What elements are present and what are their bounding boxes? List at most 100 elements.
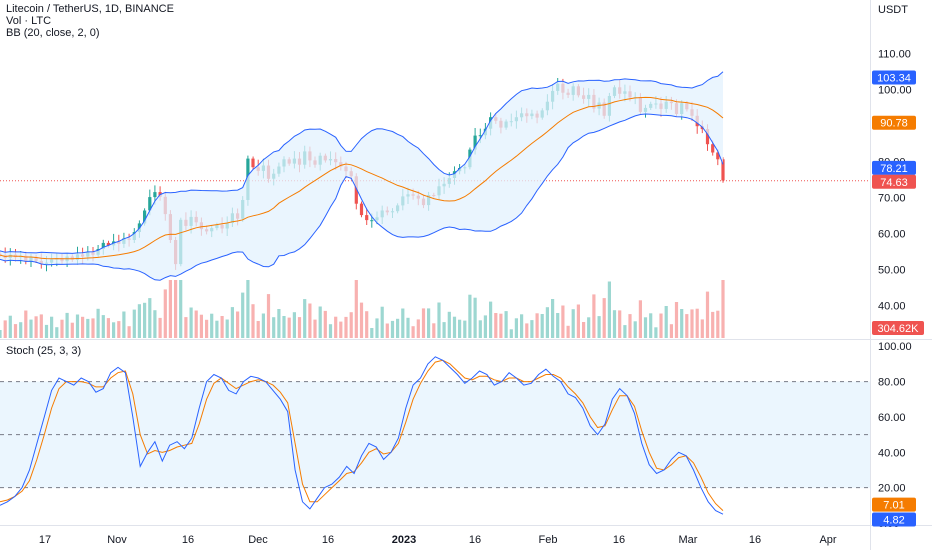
volume-bar xyxy=(323,310,327,338)
volume-bar xyxy=(530,320,534,338)
volume-bar xyxy=(19,322,23,338)
bb-lower-badge-bg xyxy=(872,160,916,175)
volume-bar xyxy=(582,322,586,338)
bb-basis-line xyxy=(0,96,724,260)
volume-bar xyxy=(50,316,54,338)
time-tick-label: Apr xyxy=(819,534,836,546)
symbol-title[interactable]: Litecoin / TetherUS, 1D, BINANCE xyxy=(6,3,174,15)
volume-bar xyxy=(354,280,358,338)
stoch-d-badge-bg xyxy=(872,497,916,512)
volume-bar xyxy=(101,315,105,338)
volume-bar xyxy=(406,317,410,338)
volume-bars xyxy=(0,280,725,338)
volume-bar xyxy=(127,326,131,338)
volume-bar xyxy=(535,313,539,338)
volume-bar xyxy=(349,312,353,338)
volume-bar xyxy=(514,318,518,338)
volume-bar xyxy=(463,320,467,338)
volume-bar xyxy=(261,313,265,338)
volume-bar xyxy=(70,322,74,338)
volume-bar xyxy=(576,304,580,338)
volume-bar xyxy=(8,315,12,338)
bb-basis-badge-bg xyxy=(872,115,916,130)
volume-bar xyxy=(411,326,415,338)
candle-body xyxy=(365,215,369,221)
volume-bar xyxy=(602,298,606,338)
volume-bar xyxy=(566,325,570,338)
candle-body xyxy=(721,159,725,181)
last-price-badge-bg xyxy=(872,174,916,189)
bb-upper-line xyxy=(0,71,724,254)
volume-bar xyxy=(277,309,281,338)
volume-bar xyxy=(163,289,167,338)
price-tick-label: 50.00 xyxy=(878,265,906,277)
bb-fill xyxy=(0,71,723,281)
volume-bar xyxy=(618,310,622,338)
volume-bar xyxy=(318,306,322,338)
volume-bar xyxy=(282,316,286,338)
volume-bar xyxy=(328,324,333,338)
volume-bar xyxy=(478,320,482,338)
time-tick-label: Mar xyxy=(679,534,698,546)
volume-bar xyxy=(365,311,369,338)
stoch-tick-label: 100.00 xyxy=(878,341,912,353)
volume-bar xyxy=(308,303,312,338)
volume-bar xyxy=(421,308,426,338)
volume-bar xyxy=(452,316,457,338)
volume-bar xyxy=(597,316,601,338)
volume-bar xyxy=(716,310,720,338)
volume-bar xyxy=(551,299,555,338)
volume-legend[interactable]: Vol · LTC xyxy=(6,15,52,27)
volume-bar xyxy=(396,318,400,338)
volume-bar xyxy=(44,324,49,338)
volume-bar xyxy=(292,312,296,338)
volume-bar xyxy=(432,323,436,338)
volume-bar xyxy=(385,323,389,338)
volume-bar xyxy=(401,308,405,338)
volume-bar xyxy=(210,313,214,338)
volume-bar xyxy=(174,280,178,338)
volume-bar xyxy=(685,314,689,338)
time-tick-label: 16 xyxy=(469,534,481,546)
candle-body xyxy=(101,242,105,249)
volume-bar xyxy=(545,307,549,338)
volume-bar xyxy=(659,313,663,338)
volume-bar xyxy=(390,320,395,338)
volume-bar xyxy=(137,304,141,338)
volume-bar xyxy=(447,311,451,338)
volume-bar xyxy=(34,316,38,338)
volume-bar xyxy=(297,317,302,338)
stoch-k-line xyxy=(0,356,724,515)
time-tick-label: 16 xyxy=(322,534,334,546)
candle-body xyxy=(705,129,710,145)
price-tick-label: 100.00 xyxy=(878,85,912,97)
time-tick-label: 16 xyxy=(182,534,194,546)
volume-bar xyxy=(375,318,379,338)
volume-bar xyxy=(592,294,596,338)
volume-bar xyxy=(483,315,487,338)
volume-bar xyxy=(721,280,725,338)
price-tick-label: 110.00 xyxy=(878,49,911,61)
volume-bar xyxy=(612,310,617,338)
volume-bar xyxy=(122,311,126,338)
candle-body xyxy=(478,135,482,137)
volume-bar xyxy=(458,319,462,338)
candle-body xyxy=(473,135,477,150)
volume-bar xyxy=(520,314,524,338)
volume-bar xyxy=(649,313,653,338)
volume-bar xyxy=(75,314,80,338)
volume-bar xyxy=(561,305,565,338)
volume-bar xyxy=(664,306,668,338)
volume-bar xyxy=(143,302,147,338)
stoch-legend[interactable]: Stoch (25, 3, 3) xyxy=(6,345,82,357)
bb-legend[interactable]: BB (20, close, 2, 0) xyxy=(6,27,100,39)
volume-bar xyxy=(3,320,7,338)
volume-bar xyxy=(13,324,18,338)
bb-upper-badge-bg xyxy=(872,70,916,85)
volume-bar xyxy=(313,319,317,338)
volume-bar xyxy=(509,329,513,338)
stoch-k-badge: 4.82 xyxy=(883,515,904,527)
volume-bar xyxy=(230,307,234,338)
time-tick-label: 17 xyxy=(39,534,51,546)
volume-bar xyxy=(339,321,343,338)
